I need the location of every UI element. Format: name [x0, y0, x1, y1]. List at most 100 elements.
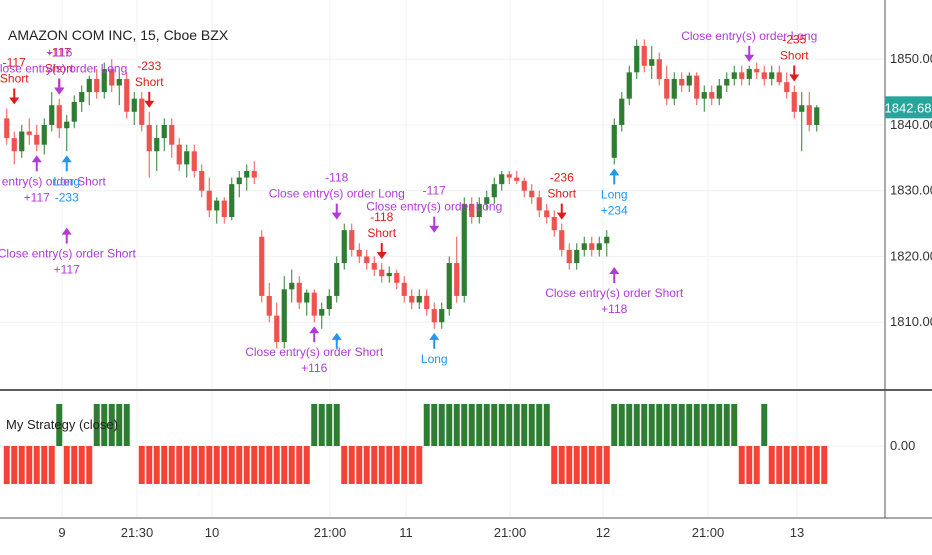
- oscillator-bar-negative: [229, 446, 235, 484]
- candle-body: [289, 283, 294, 290]
- candle-body: [454, 263, 459, 296]
- signal-value: +117: [24, 190, 50, 204]
- oscillator-bar-positive: [521, 404, 527, 446]
- oscillator-bar-negative: [26, 446, 32, 484]
- oscillator-bar-positive: [124, 404, 130, 446]
- candle: [612, 118, 617, 164]
- candle-body: [657, 59, 662, 79]
- candle-body: [574, 250, 579, 263]
- oscillator-bar-negative: [769, 446, 775, 484]
- oscillator-bar-negative: [34, 446, 40, 484]
- candle-body: [612, 125, 617, 158]
- signal-label: Close entry(s) order Long: [0, 62, 127, 76]
- chart-title: AMAZON COM INC, 15, Cboe BZX: [8, 27, 229, 43]
- candle-body: [769, 72, 774, 79]
- oscillator-bar-negative: [401, 446, 407, 484]
- oscillator-bar-negative: [139, 446, 145, 484]
- oscillator-bar-positive: [514, 404, 520, 446]
- oscillator-bar-negative: [4, 446, 10, 484]
- candle-body: [522, 181, 527, 191]
- oscillator-bar-negative: [169, 446, 175, 484]
- candle-body: [717, 85, 722, 98]
- candle-body: [342, 230, 347, 263]
- candle-body: [792, 92, 797, 112]
- oscillator-axis-ticks[interactable]: 0.00: [890, 438, 915, 453]
- candle-body: [154, 138, 159, 151]
- price-tick-label: 1830.00: [890, 183, 932, 198]
- oscillator-bar-positive: [476, 404, 482, 446]
- candle-body: [34, 135, 39, 145]
- candle-body: [619, 99, 624, 125]
- candle: [342, 224, 347, 270]
- candle-body: [267, 296, 272, 316]
- signal-label: Close entry(s) order Long: [269, 187, 405, 201]
- candle-body: [297, 283, 302, 303]
- oscillator-bar-positive: [499, 404, 505, 446]
- oscillator-bar-negative: [356, 446, 362, 484]
- candle-body: [724, 79, 729, 86]
- candle-body: [304, 293, 309, 303]
- candle-body: [709, 92, 714, 99]
- candle-body: [177, 145, 182, 165]
- candle-body: [582, 243, 587, 250]
- candle-body: [199, 171, 204, 191]
- oscillator-bar-positive: [454, 404, 460, 446]
- candle-body: [79, 92, 84, 102]
- oscillator-bar-negative: [289, 446, 295, 484]
- signal-label: Close entry(s) order Long: [366, 200, 502, 214]
- candle-body: [334, 263, 339, 296]
- oscillator-bar-positive: [461, 404, 467, 446]
- oscillator-bar-negative: [79, 446, 85, 484]
- price-tick-label: 1810.00: [890, 314, 932, 329]
- oscillator-bar-negative: [281, 446, 287, 484]
- oscillator-bar-positive: [424, 404, 430, 446]
- oscillator-bar-negative: [416, 446, 422, 484]
- candle-body: [364, 256, 369, 263]
- oscillator-bar-positive: [709, 404, 715, 446]
- candle-body: [312, 293, 317, 316]
- candle-body: [274, 316, 279, 342]
- oscillator-bar-negative: [199, 446, 205, 484]
- candle-body: [762, 72, 767, 79]
- candle-body: [559, 230, 564, 250]
- candle-body: [462, 204, 467, 296]
- oscillator-bar-negative: [221, 446, 227, 484]
- candle-body: [42, 125, 47, 145]
- candle-body: [4, 118, 9, 138]
- candle-body: [19, 132, 24, 152]
- oscillator-bar-negative: [19, 446, 25, 484]
- oscillator-bar-negative: [589, 446, 595, 484]
- candle-body: [409, 296, 414, 303]
- candle-body: [642, 46, 647, 66]
- oscillator-bar-negative: [266, 446, 272, 484]
- candle-body: [252, 171, 257, 178]
- candle-body: [237, 178, 242, 185]
- oscillator-bar-negative: [776, 446, 782, 484]
- oscillator-bar-negative: [791, 446, 797, 484]
- oscillator-bar-negative: [71, 446, 77, 484]
- oscillator-bar-negative: [566, 446, 572, 484]
- oscillator-bar-negative: [176, 446, 182, 484]
- time-tick-label: 12: [596, 525, 610, 540]
- oscillator-bar-negative: [559, 446, 565, 484]
- candle: [334, 256, 339, 302]
- signal-value: +234: [601, 203, 628, 217]
- candle-body: [379, 270, 384, 277]
- candle-body: [229, 184, 234, 217]
- candle-body: [349, 230, 354, 250]
- candle-body: [327, 296, 332, 309]
- signal-value: +117: [54, 263, 80, 277]
- oscillator-bar-positive: [656, 404, 662, 446]
- candle-body: [747, 69, 752, 79]
- candle-body: [499, 174, 504, 184]
- oscillator-bar-negative: [821, 446, 827, 484]
- oscillator-bar-positive: [679, 404, 685, 446]
- signal-label: Close entry(s) order Short: [545, 286, 684, 300]
- candle-body: [544, 210, 549, 217]
- oscillator-tick-label: 0.00: [890, 438, 915, 453]
- candle-body: [207, 191, 212, 211]
- oscillator-bar-negative: [304, 446, 310, 484]
- oscillator-bar-positive: [506, 404, 512, 446]
- signal-value: -117: [423, 184, 446, 198]
